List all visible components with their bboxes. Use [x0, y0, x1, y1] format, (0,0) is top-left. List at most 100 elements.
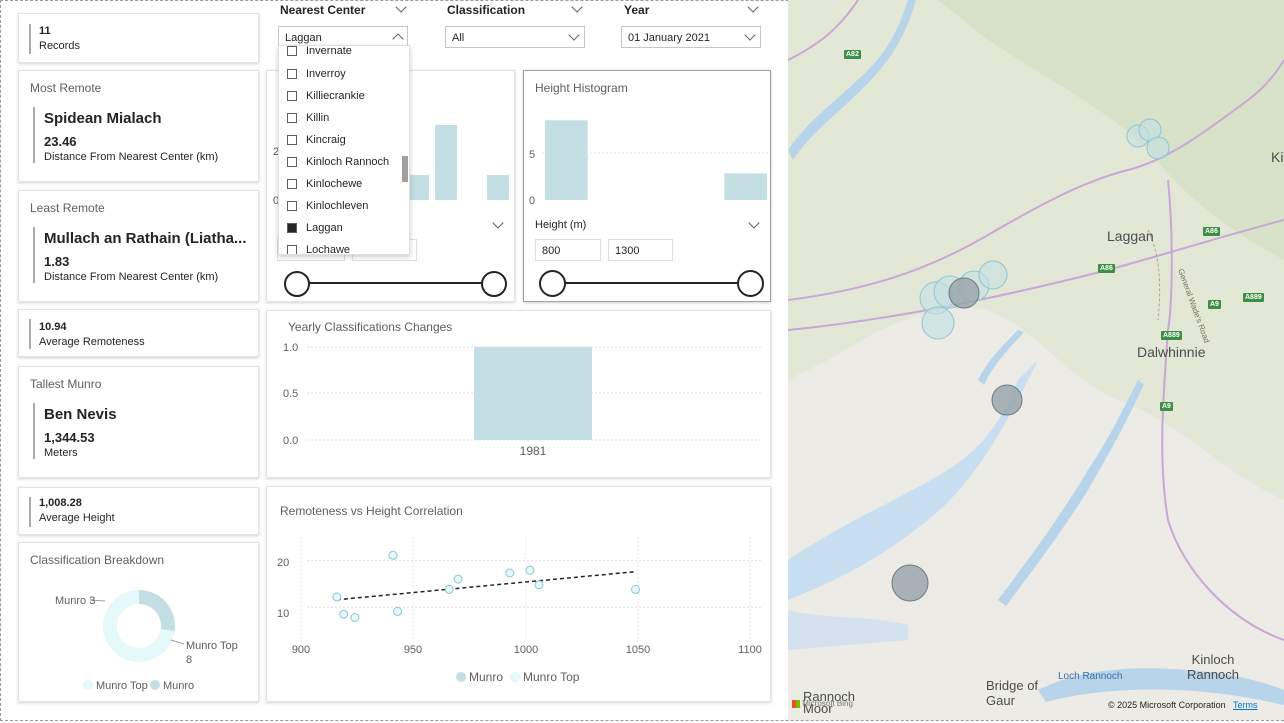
map-terms-link[interactable]: Terms: [1233, 700, 1258, 710]
checkbox-checked[interactable]: [287, 223, 297, 233]
checkbox[interactable]: [287, 135, 297, 145]
height-slider-min-handle[interactable]: [539, 270, 566, 297]
road-tag: A86: [1203, 227, 1220, 236]
road-tag: A889: [1161, 331, 1182, 340]
list-scrollbar-thumb[interactable]: [402, 156, 408, 182]
most-remote-card[interactable]: Most Remote Spidean Mialach 23.46 Distan…: [18, 70, 259, 182]
x-tick: 950: [404, 644, 422, 656]
height-histogram-card[interactable]: Height Histogram 5 0 Height (m) 800 1300: [523, 70, 771, 302]
year-dropdown[interactable]: 01 January 2021: [621, 26, 761, 48]
x-tick: 1000: [514, 644, 538, 656]
height-slider-max-handle[interactable]: [737, 270, 764, 297]
trendline: [336, 570, 636, 601]
tallest-munro-card[interactable]: Tallest Munro Ben Nevis 1,344.53 Meters: [18, 366, 259, 478]
legend-munro: Munro: [163, 680, 194, 692]
nearest-center-dropdown[interactable]: Laggan: [278, 26, 408, 48]
y-tick-10: 10: [277, 608, 289, 620]
munro-point[interactable]: [991, 384, 1023, 416]
classification-dropdown[interactable]: All: [445, 26, 585, 48]
least-remote-value: 1.83: [44, 254, 70, 269]
checkbox[interactable]: [287, 201, 297, 211]
donut-slice-munro[interactable]: [139, 590, 175, 632]
munro-data-label: Munro 3: [55, 595, 95, 607]
road-tag: A9: [1208, 300, 1221, 309]
scatter-point[interactable]: [339, 609, 349, 619]
checkbox[interactable]: [287, 157, 297, 167]
scatter-point[interactable]: [453, 574, 463, 584]
scatter-point[interactable]: [525, 565, 535, 575]
scatter-title: Remoteness vs Height Correlation: [280, 504, 463, 518]
map-label-bridge-of-gaur: Bridge of Gaur: [986, 678, 1039, 708]
road-tag: A86: [1098, 264, 1115, 273]
avg-remoteness-label: Average Remoteness: [39, 336, 145, 348]
tallest-value: 1,344.53: [44, 430, 95, 445]
nearest-center-list[interactable]: Invernate Inverroy Killiecrankie Killin …: [278, 45, 410, 255]
historic-road: [1147, 229, 1161, 321]
scatter-point[interactable]: [505, 568, 515, 578]
records-card[interactable]: 11 Records: [18, 13, 259, 63]
height-max-input[interactable]: 1300: [608, 239, 673, 261]
yearly-title: Yearly Classifications Changes: [288, 320, 453, 334]
classification-chevron-down-icon: [568, 29, 580, 41]
checkbox[interactable]: [287, 91, 297, 101]
year-slicer-label: Year: [624, 3, 650, 17]
map-copyright: © 2025 Microsoft Corporation: [1108, 700, 1226, 710]
scatter-point[interactable]: [393, 606, 402, 616]
checkbox[interactable]: [287, 245, 297, 254]
road-tag: A9: [1160, 402, 1173, 411]
map-label-ki: Ki: [1271, 149, 1284, 165]
loch: [978, 330, 1024, 385]
munro-point[interactable]: [948, 277, 980, 309]
loch-rannoch: [1038, 668, 1284, 705]
year-value: 01 January 2021: [628, 32, 710, 44]
munro-point[interactable]: [978, 260, 1008, 290]
classification-breakdown-card[interactable]: Classification Breakdown Munro 3 Munro T…: [18, 542, 259, 702]
least-remote-card[interactable]: Least Remote Mullach an Rathain (Liatha.…: [18, 190, 259, 302]
x-tick: 1050: [626, 644, 650, 656]
hidden-slider-track: [295, 282, 495, 284]
scatter-point[interactable]: [350, 613, 360, 622]
hidden-slider-max-handle[interactable]: [481, 271, 507, 297]
road-a82: [788, 0, 859, 61]
munro-map[interactable]: General Wade's Road A82 A86 A86 A9 A889 …: [788, 0, 1284, 720]
munro-point[interactable]: [1146, 136, 1170, 160]
loch: [788, 0, 916, 160]
height-filter-label: Height (m): [535, 219, 587, 231]
bing-logo: Microsoft Bing: [792, 699, 853, 708]
donut-slice-munro-top[interactable]: [103, 590, 175, 662]
hidden-tick-0: 0: [273, 195, 279, 207]
legend-munro-dot: [456, 672, 466, 682]
avg-remoteness-card[interactable]: 10.94 Average Remoteness: [18, 309, 259, 357]
road-a9: [1161, 179, 1284, 641]
histogram-bar[interactable]: [545, 120, 588, 200]
avg-remoteness-value: 10.94: [39, 321, 67, 333]
histogram-bar[interactable]: [724, 173, 767, 200]
remoteness-vs-height-card[interactable]: Remoteness vs Height Correlation 20 10 9…: [266, 486, 771, 702]
scatter-point[interactable]: [631, 584, 640, 594]
munro-point[interactable]: [891, 564, 929, 602]
avg-height-value: 1,008.28: [39, 497, 82, 509]
most-remote-label: Distance From Nearest Center (km): [44, 151, 219, 163]
checkbox[interactable]: [287, 179, 297, 189]
hidden-slider-min-handle[interactable]: [284, 271, 310, 297]
munro-point[interactable]: [921, 306, 955, 340]
checkbox[interactable]: [287, 46, 297, 56]
y-tick-5: 5: [529, 149, 535, 161]
legend-munro-dot: [150, 680, 160, 690]
bar-1981: [474, 347, 592, 440]
scatter-point[interactable]: [534, 580, 544, 590]
avg-height-card[interactable]: 1,008.28 Average Height: [18, 487, 259, 535]
munro-top-count-label: 8: [186, 654, 192, 666]
height-min-input[interactable]: 800: [535, 239, 601, 261]
height-histogram-chart: 5 0: [529, 120, 768, 207]
scatter-point[interactable]: [332, 592, 342, 602]
road-tag: A82: [844, 50, 861, 59]
records-label: Records: [39, 40, 80, 52]
scatter-point[interactable]: [388, 550, 398, 560]
scatter-point[interactable]: [444, 584, 454, 594]
nearest-center-slicer-label: Nearest Center: [280, 3, 366, 17]
map-label-dalwhinnie: Dalwhinnie: [1137, 344, 1206, 360]
checkbox[interactable]: [287, 113, 297, 123]
yearly-changes-card[interactable]: Yearly Classifications Changes 1.0 0.5 0…: [266, 310, 771, 478]
checkbox[interactable]: [287, 69, 297, 79]
